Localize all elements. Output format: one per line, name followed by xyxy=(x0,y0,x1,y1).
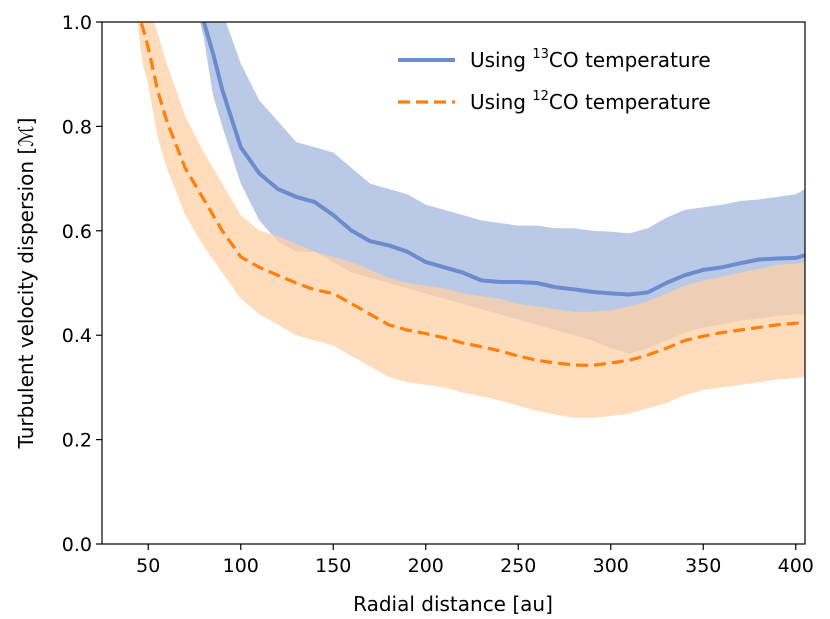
y-axis-ticks: 0.0 0.2 0.4 0.6 0.8 1.0 xyxy=(62,12,102,556)
x-tick-label-200: 200 xyxy=(408,555,444,577)
x-tick-label-250: 250 xyxy=(500,555,536,577)
line-series-2 xyxy=(139,22,805,368)
plot-frame xyxy=(101,21,806,545)
band-series-2 xyxy=(137,22,805,418)
legend: Using 13CO temperature Using 12CO tempera… xyxy=(398,47,711,114)
legend-label-1: Using 13CO temperature xyxy=(470,47,711,72)
y-tick-label-0.6: 0.6 xyxy=(62,221,92,243)
series-lines xyxy=(139,22,805,368)
y-tick-label-1.0: 1.0 xyxy=(62,12,92,34)
y-tick-label-0.8: 0.8 xyxy=(62,116,92,138)
uncertainty-bands xyxy=(137,22,805,418)
x-tick-label-300: 300 xyxy=(593,555,629,577)
x-tick-label-350: 350 xyxy=(685,555,721,577)
y-tick-label-0.0: 0.0 xyxy=(62,534,92,556)
x-tick-label-100: 100 xyxy=(223,555,259,577)
x-axis-ticks: 50 100 150 200 250 300 350 400 xyxy=(136,544,814,577)
y-tick-label-0.4: 0.4 xyxy=(62,325,92,347)
y-axis-label: Turbulent velocity dispersion [ℳ] xyxy=(14,118,38,450)
line-series-1 xyxy=(201,22,805,297)
x-tick-label-400: 400 xyxy=(778,555,814,577)
y-tick-label-0.2: 0.2 xyxy=(62,430,92,452)
legend-label-2: Using 12CO temperature xyxy=(470,89,711,114)
x-axis-label: Radial distance [au] xyxy=(353,592,553,616)
x-tick-label-50: 50 xyxy=(136,555,160,577)
x-tick-label-150: 150 xyxy=(315,555,351,577)
